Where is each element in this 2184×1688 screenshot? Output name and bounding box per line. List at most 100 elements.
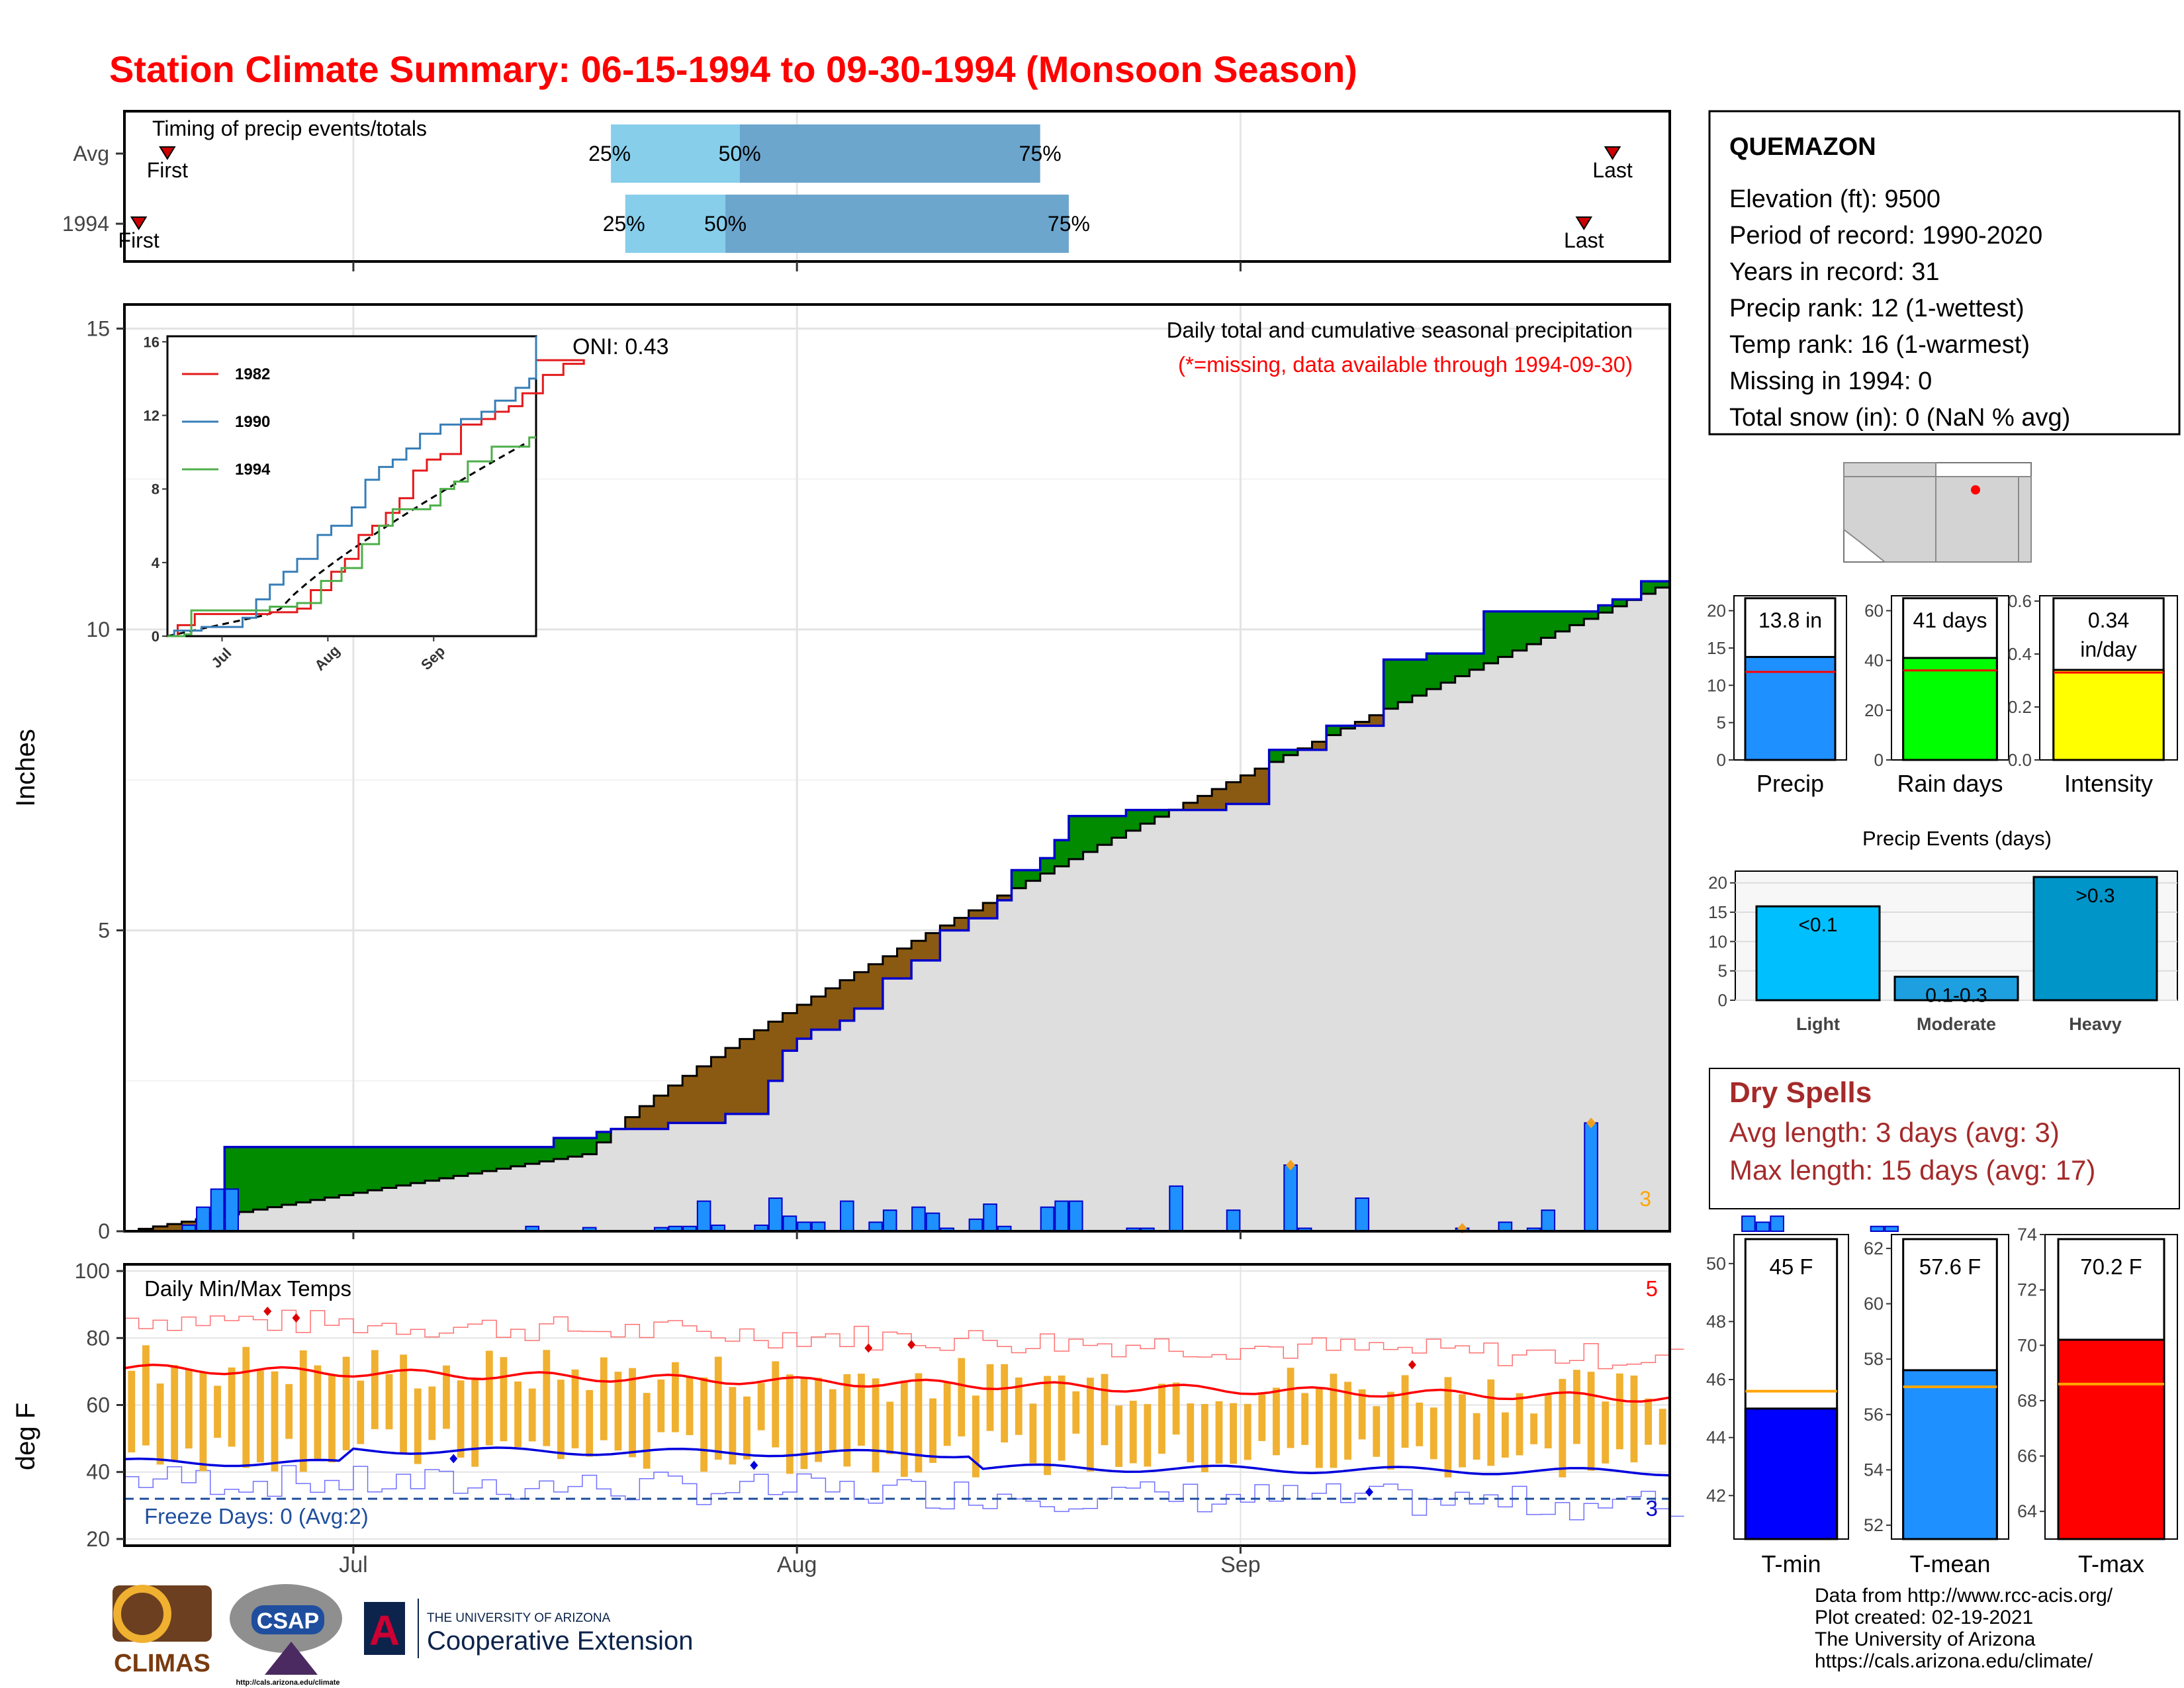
temp-summary-value: 45 F [1769,1254,1813,1279]
daily-temp-range-bar [156,1383,164,1465]
timing-last-label: Last [1564,228,1604,252]
daily-temp-range-bar [671,1362,679,1432]
daily-precip-bar [1741,1215,1756,1232]
surplus-fill [1483,611,1499,664]
daily-temp-range-bar [1215,1401,1223,1464]
daily-temp-range-bar [299,1350,307,1472]
deficit-fill [1312,741,1327,750]
daily-temp-range-bar [1072,1391,1080,1434]
daily-precip-bar [968,1218,983,1233]
surplus-fill [1269,749,1284,762]
record-high-marker [292,1313,300,1323]
deficit-fill [983,903,998,919]
daily-temp-range-bar [872,1378,880,1473]
events-y-tick-label: 5 [1718,961,1727,981]
surplus-fill [1426,653,1441,690]
events-y-tick-label: 15 [1708,902,1727,922]
daily-temp-range-bar [457,1380,465,1458]
page-title: Station Climate Summary: 06-15-1994 to 0… [109,48,1357,90]
temp-y-tick-label: 100 [75,1259,110,1283]
summary-y-tick-label: 15 [1707,638,1726,658]
record-high-marker [263,1306,272,1316]
surplus-fill [1140,810,1156,824]
station-location-marker [1971,485,1980,494]
daily-precip-bar [1755,1221,1770,1233]
temp-y-tick-label: 80 [86,1326,110,1350]
daily-temp-range-bar [1058,1375,1066,1461]
surplus-fill [1398,659,1413,702]
temp-summary-y-tick-label: 54 [1864,1460,1884,1479]
temp-y-tick-label: 20 [86,1527,110,1551]
summary-y-tick-label: 20 [1864,700,1884,720]
summary-bar-value: 41 days [1913,608,1987,632]
summary-bar [2052,669,2165,761]
daily-precip-bar [210,1188,225,1233]
daily-temp-range-bar [815,1378,822,1462]
surplus-fill [267,1147,283,1207]
daily-precip-bar [797,1221,811,1233]
inset-average-line [167,442,527,637]
summary-y-tick-label: 0.0 [2008,750,2032,770]
timing-p25-label: 25% [603,212,645,236]
csap-logo: CSAP http://cals.arizona.edu/climate [230,1584,342,1687]
surplus-fill [339,1147,354,1196]
timing-iqr-lower [611,124,740,183]
ua-logo-top: THE UNIVERSITY OF ARIZONA [427,1611,611,1625]
daily-temp-range-bar [514,1381,522,1448]
daily-temp-range-bar [242,1346,250,1468]
daily-temp-range-bar [1330,1374,1338,1468]
daily-temp-range-bar [256,1370,264,1463]
surplus-fill [525,1147,540,1164]
deficit-fill [696,1066,712,1123]
deficit-fill [739,1039,754,1114]
deficit-fill [954,917,970,931]
surplus-fill [310,1147,326,1200]
deficit-fill [768,1021,784,1081]
timing-iqr-upper [725,195,1069,253]
daily-temp-range-bar [1258,1394,1266,1441]
daily-temp-range-bar [1344,1382,1351,1460]
surplus-fill [1469,653,1484,670]
daily-temp-range-bar [271,1371,279,1472]
cumulative-1994-line [124,580,1670,1233]
events-bar-label: 0.1-0.3 [1925,985,1987,1007]
inset-legend-label: 1990 [235,413,270,431]
oni-label: ONI: 0.43 [572,334,669,359]
surplus-fill [467,1147,483,1174]
station-info-line: Precip rank: 12 (1-wettest) [1729,295,2025,322]
surplus-fill [1655,581,1670,588]
record-low-marker [750,1460,758,1470]
daily-precip-bar [868,1221,883,1233]
inset-line-1982 [167,359,585,637]
deficit-fill [1255,769,1270,804]
daily-temp-range-bar [958,1358,966,1436]
surplus-fill [1154,810,1169,817]
daily-precip-bar [1355,1197,1369,1232]
daily-temp-range-bar [1115,1405,1123,1468]
daily-temp-range-bar [214,1385,221,1438]
inset-y-tick-label: 8 [152,481,159,498]
temp-summary-y-tick-label: 48 [1706,1311,1726,1331]
timing-first-label: First [118,228,159,252]
daily-temp-range-bar [772,1361,780,1448]
daily-temp-range-bar [714,1356,722,1460]
deficit-fill [811,996,826,1030]
deficit-fill [725,1048,741,1114]
summary-bar-value: 13.8 in [1758,608,1822,632]
ua-logo: A THE UNIVERSITY OF ARIZONA Cooperative … [364,1599,693,1658]
timing-first-marker [130,216,148,230]
deficit-fill [1226,782,1241,804]
daily-temp-range-bar [171,1365,179,1461]
deficit-fill [1355,722,1370,726]
daily-temp-range-bar [185,1369,193,1449]
daily-temp-range-bar [600,1357,608,1440]
daily-temp-range-bar [1358,1389,1366,1440]
footer-line: Plot created: 02-19-2021 [1815,1607,2033,1628]
month-label: Sep [1220,1552,1261,1577]
daily-temp-range-bar [443,1365,450,1429]
summary-bar-label: Rain days [1897,770,2003,797]
daily-temp-range-bar [1144,1404,1152,1467]
timing-row-label: Avg [73,142,109,165]
station-name: QUEMAZON [1729,133,1876,161]
surplus-fill [1612,599,1627,606]
